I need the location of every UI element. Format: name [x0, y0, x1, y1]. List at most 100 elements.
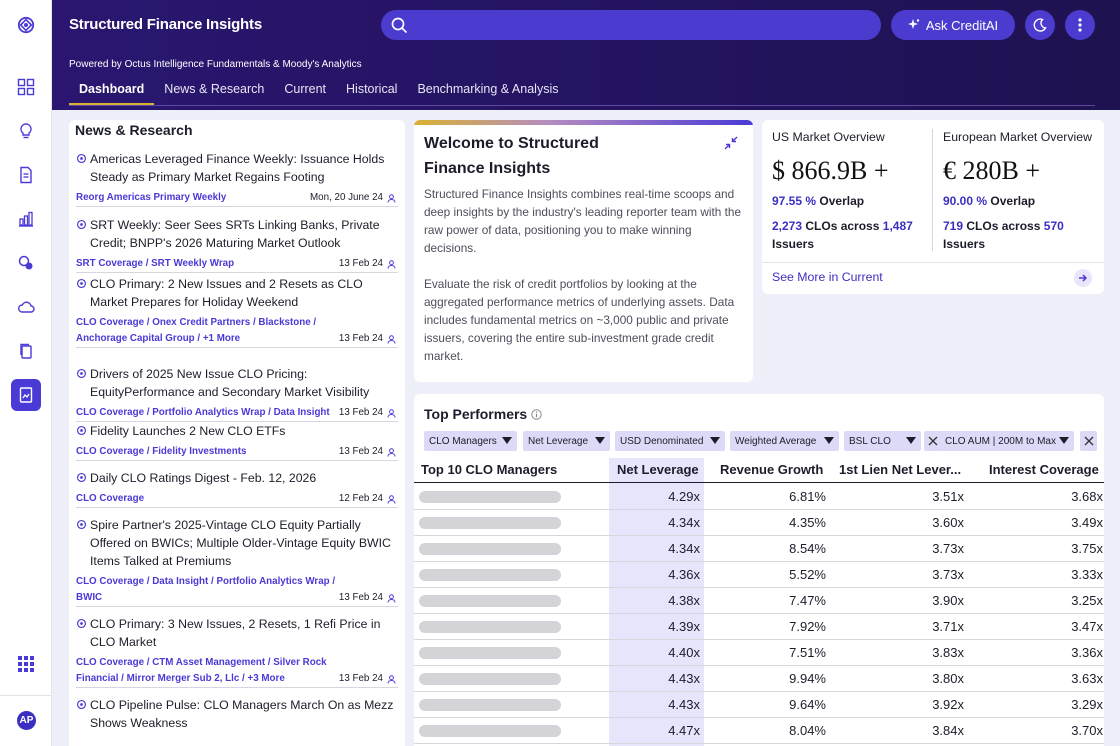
table-row[interactable]: 4.34x 8.54% 3.73x 3.75x: [414, 536, 1104, 562]
news-date: 13 Feb 24: [339, 671, 396, 687]
tab-benchmarking-analysis[interactable]: Benchmarking & Analysis: [417, 82, 559, 96]
dark-mode-toggle[interactable]: [1025, 10, 1055, 40]
news-tags[interactable]: CLO Coverage: [76, 493, 145, 504]
logo-icon[interactable]: [13, 12, 39, 38]
table-row[interactable]: 4.29x 6.81% 3.51x 3.68x: [414, 484, 1104, 510]
clear-filter-bsl-clo[interactable]: [924, 431, 941, 451]
news-headline[interactable]: Drivers of 2025 New Issue CLO Pricing: E…: [76, 365, 398, 401]
news-item[interactable]: CLO Primary: 2 New Issues and 2 Resets a…: [76, 275, 398, 348]
news-headline[interactable]: Fidelity Launches 2 New CLO ETFs: [76, 422, 398, 440]
dashboard-icon[interactable]: [13, 74, 39, 100]
tab-historical[interactable]: Historical: [346, 82, 398, 96]
document-icon[interactable]: [13, 162, 39, 188]
cell-interest-coverage: 3.49x: [1071, 515, 1103, 530]
cell-first-lien-net-leverage: 3.73x: [932, 541, 964, 556]
cell-first-lien-net-leverage: 3.83x: [932, 645, 964, 660]
col-revenue-growth[interactable]: Revenue Growth: [720, 462, 824, 477]
more-menu-button[interactable]: [1065, 10, 1095, 40]
rail-divider: [0, 695, 52, 696]
cell-interest-coverage: 3.29x: [1071, 697, 1103, 712]
news-tags[interactable]: CLO Coverage / Data Insight / Portfolio …: [76, 576, 336, 603]
table-row[interactable]: 4.43x 9.94% 3.80x 3.63x: [414, 666, 1104, 692]
col-net-leverage[interactable]: Net Leverage: [617, 462, 699, 477]
chevron-down-icon: [502, 437, 512, 444]
manager-name-placeholder: [419, 491, 561, 503]
table-row[interactable]: 4.34x 4.35% 3.60x 3.49x: [414, 510, 1104, 536]
filter-weighted-average[interactable]: Weighted Average: [730, 431, 839, 451]
news-item[interactable]: CLO Primary: 3 New Issues, 2 Resets, 1 R…: [76, 615, 398, 688]
table-row[interactable]: 4.36x 5.52% 3.73x 3.33x: [414, 562, 1104, 588]
news-headline[interactable]: Spire Partner's 2025-Vintage CLO Equity …: [76, 516, 398, 570]
news-item[interactable]: CLO Pipeline Pulse: CLO Managers March O…: [76, 696, 398, 732]
filter-clo-aum[interactable]: CLO AUM | 200M to Max: [940, 431, 1074, 451]
news-tags[interactable]: CLO Coverage / Portfolio Analytics Wrap …: [76, 407, 330, 418]
chart-icon[interactable]: [13, 206, 39, 232]
settings-icon: [76, 519, 87, 530]
copy-icon[interactable]: [13, 338, 39, 364]
news-headline[interactable]: CLO Pipeline Pulse: CLO Managers March O…: [76, 696, 398, 732]
news-tags[interactable]: CLO Coverage / Fidelity Investments: [76, 446, 247, 457]
filter-clo-managers[interactable]: CLO Managers: [424, 431, 517, 451]
arrow-right-icon[interactable]: [1074, 269, 1092, 287]
news-headline[interactable]: Daily CLO Ratings Digest - Feb. 12, 2026: [76, 469, 398, 487]
tab-dashboard[interactable]: Dashboard: [69, 82, 155, 106]
col-interest-coverage[interactable]: Interest Coverage: [989, 462, 1099, 477]
news-headline[interactable]: SRT Weekly: Seer Sees SRTs Linking Banks…: [76, 216, 398, 252]
info-icon[interactable]: [531, 408, 542, 420]
news-item[interactable]: Daily CLO Ratings Digest - Feb. 12, 2026…: [76, 469, 398, 508]
news-tags[interactable]: CLO Coverage / Onex Credit Partners / Bl…: [76, 317, 317, 344]
col-top-clo-managers[interactable]: Top 10 CLO Managers: [421, 462, 558, 477]
news-headline[interactable]: CLO Primary: 2 New Issues and 2 Resets a…: [76, 275, 398, 311]
clear-filter-clo-aum[interactable]: [1080, 431, 1097, 451]
news-tags[interactable]: CLO Coverage / CTM Asset Management / Si…: [76, 657, 327, 684]
welcome-paragraph-1: Structured Finance Insights combines rea…: [424, 187, 742, 255]
ask-creditai-button[interactable]: Ask CreditAI: [891, 10, 1015, 40]
news-item[interactable]: SRT Weekly: Seer Sees SRTs Linking Banks…: [76, 216, 398, 273]
cell-revenue-growth: 4.35%: [789, 515, 826, 530]
table-row[interactable]: 4.38x 7.47% 3.90x 3.25x: [414, 588, 1104, 614]
see-more-current-link[interactable]: See More in Current: [772, 270, 883, 284]
top-performers-card: Top Performers CLO Managers Net Leverage…: [414, 394, 1104, 746]
lightbulb-icon[interactable]: [13, 118, 39, 144]
collapse-icon[interactable]: [723, 135, 739, 151]
table-row[interactable]: 4.40x 7.51% 3.83x 3.36x: [414, 640, 1104, 666]
user-icon: [387, 674, 396, 684]
settings-icon: [76, 219, 87, 230]
cell-first-lien-net-leverage: 3.80x: [932, 671, 964, 686]
filter-bsl-clo[interactable]: BSL CLO: [844, 431, 921, 451]
cloud-icon[interactable]: [13, 294, 39, 320]
kebab-icon: [1078, 18, 1082, 32]
table-row[interactable]: 4.39x 7.92% 3.71x 3.47x: [414, 614, 1104, 640]
avatar[interactable]: AP: [17, 711, 36, 730]
col-first-lien-net-leverage[interactable]: 1st Lien Net Lever...: [839, 462, 962, 477]
tab-news-research[interactable]: News & Research: [164, 82, 265, 96]
cell-interest-coverage: 3.25x: [1071, 593, 1103, 608]
news-headline[interactable]: Americas Leveraged Finance Weekly: Issua…: [76, 150, 398, 186]
coins-icon[interactable]: [13, 250, 39, 276]
apps-grid-icon[interactable]: [13, 651, 39, 677]
cell-first-lien-net-leverage: 3.90x: [932, 593, 964, 608]
cell-interest-coverage: 3.36x: [1071, 645, 1103, 660]
news-headline[interactable]: CLO Primary: 3 New Issues, 2 Resets, 1 R…: [76, 615, 398, 651]
news-item[interactable]: Drivers of 2025 New Issue CLO Pricing: E…: [76, 365, 398, 422]
table-row[interactable]: 4.43x 9.64% 3.92x 3.29x: [414, 692, 1104, 718]
news-item[interactable]: Americas Leveraged Finance Weekly: Issua…: [76, 150, 398, 207]
news-tags[interactable]: Reorg Americas Primary Weekly: [76, 192, 227, 203]
news-tags[interactable]: SRT Coverage / SRT Weekly Wrap: [76, 258, 235, 269]
manager-name-placeholder: [419, 725, 561, 737]
us-overlap: 97.55 % Overlap: [772, 194, 865, 208]
cell-revenue-growth: 8.54%: [789, 541, 826, 556]
news-item[interactable]: Spire Partner's 2025-Vintage CLO Equity …: [76, 516, 398, 607]
news-item[interactable]: Fidelity Launches 2 New CLO ETFs CLO Cove…: [76, 422, 398, 461]
search-input[interactable]: [381, 10, 881, 40]
cell-revenue-growth: 7.51%: [789, 645, 826, 660]
cell-interest-coverage: 3.47x: [1071, 619, 1103, 634]
filter-usd-denominated[interactable]: USD Denominated: [615, 431, 725, 451]
user-icon: [387, 593, 396, 603]
tab-current[interactable]: Current: [284, 82, 327, 96]
user-icon: [387, 494, 396, 504]
table-row[interactable]: 4.47x 8.04% 3.84x 3.70x: [414, 718, 1104, 744]
cell-revenue-growth: 5.52%: [789, 567, 826, 582]
report-icon[interactable]: [11, 379, 41, 411]
filter-net-leverage[interactable]: Net Leverage: [523, 431, 610, 451]
